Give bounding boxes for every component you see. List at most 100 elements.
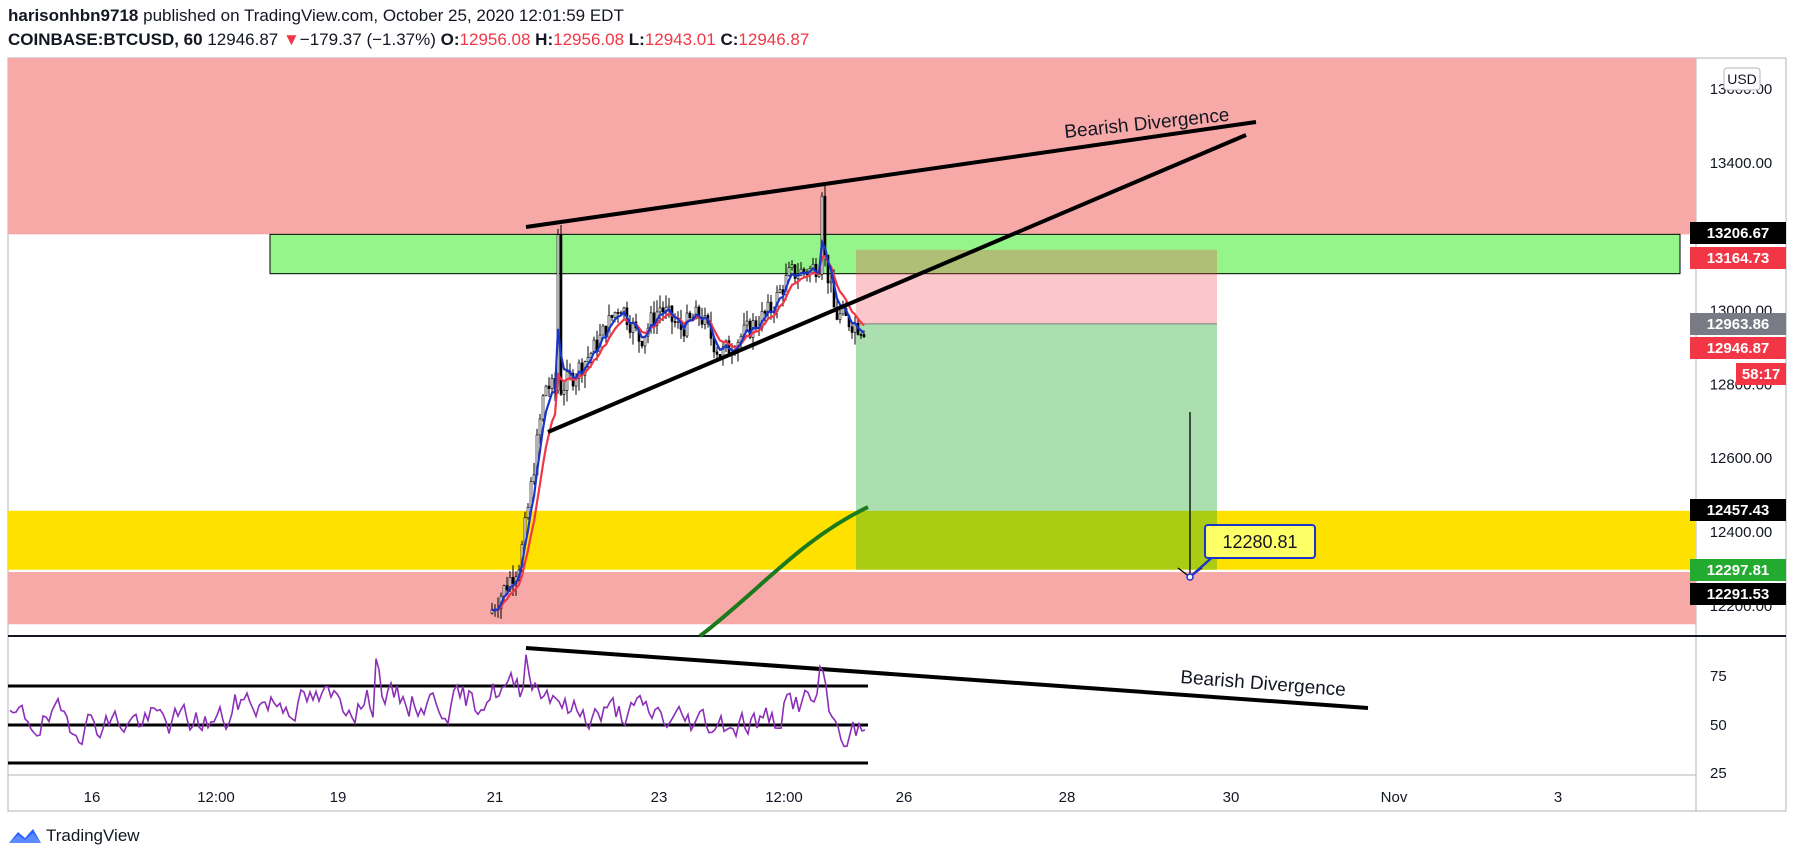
candle-body (541, 395, 545, 420)
price-tick-label: 12600.00 (1710, 450, 1773, 467)
candle-body (754, 320, 758, 329)
price-tag-label: 12457.43 (1707, 502, 1770, 519)
publish-details: published on TradingView.com, October 25… (143, 6, 624, 25)
price-tag-label: 58:17 (1742, 366, 1780, 383)
rsi-tick-label: 75 (1710, 668, 1727, 685)
candle-body (628, 324, 632, 333)
candle-body (556, 234, 560, 391)
symbol-label[interactable]: COINBASE:BTCUSD, 60 (8, 30, 203, 49)
candle-body (658, 307, 662, 313)
price-tag-label: 12297.81 (1707, 562, 1770, 579)
high-label: H: (535, 30, 554, 49)
tradingview-brand: TradingView (46, 826, 140, 845)
time-tick-label: 19 (330, 789, 347, 806)
close-value: 12946.87 (738, 30, 810, 49)
callout-box (1204, 524, 1316, 559)
rsi-tick-label: 50 (1710, 717, 1727, 734)
candle-body (640, 341, 644, 347)
tradingview-logo[interactable]: TradingView (8, 826, 140, 846)
candle-body (763, 310, 767, 314)
publisher-name[interactable]: harisonhbn9718 (8, 6, 139, 25)
candle-body (793, 264, 797, 279)
time-tick-label: 28 (1059, 789, 1076, 806)
moving-averages (491, 238, 869, 638)
candle-body (820, 195, 824, 275)
price-tag: 12297.81 (1690, 559, 1786, 581)
candle-body (838, 313, 842, 320)
price-tag-label: 13164.73 (1707, 250, 1770, 267)
time-tick-label: 23 (651, 789, 668, 806)
price-tag: 13164.73 (1690, 247, 1786, 269)
position-stop-area (856, 249, 1217, 324)
change-arrow-icon: ▼ (282, 30, 300, 49)
candle-body (745, 320, 749, 326)
price-tag-label: 12963.86 (1707, 316, 1770, 333)
time-tick-label: Nov (1381, 789, 1408, 806)
trend-lines[interactable] (525, 120, 1369, 710)
tradingview-logo-icon (9, 829, 41, 843)
price-tag: 58:17 (1736, 363, 1786, 385)
price-tick-label: 13400.00 (1710, 155, 1773, 172)
trendline-rsi (525, 646, 1369, 710)
last-price: 12946.87 (207, 30, 279, 49)
price-axis[interactable]: 13600.0013400.0013000.0012800.0012600.00… (1710, 81, 1773, 782)
price-tick-label: 12400.00 (1710, 524, 1773, 541)
candle-body (667, 305, 671, 308)
candle-body (715, 351, 719, 355)
price-tag-label: 13206.67 (1707, 225, 1770, 242)
price-tag-label: 12291.53 (1707, 586, 1770, 603)
price-tag-box (1690, 222, 1786, 244)
rsi-tick-label: 25 (1710, 765, 1727, 782)
price-change: −179.37 (−1.37%) (299, 30, 436, 49)
target-callout[interactable]: 12280.81 (1177, 412, 1316, 581)
close-label: C: (720, 30, 739, 49)
price-tags: 13206.67 13164.73 12963.86 12946.87 58:17 124… (1690, 222, 1786, 605)
candle-body (778, 289, 782, 293)
symbol-legend: COINBASE:BTCUSD, 60 12946.87 ▼−179.37 (−… (8, 30, 809, 50)
rsi-pane (8, 654, 868, 765)
price-tag-box (1690, 247, 1786, 269)
low-value: 12943.01 (644, 30, 716, 49)
time-tick-label: 21 (487, 789, 504, 806)
zone-resistance (8, 58, 1696, 235)
candle-body (610, 315, 614, 318)
price-tag-box (1736, 363, 1786, 385)
candle-body (859, 334, 863, 336)
price-tag: 12457.43 (1690, 499, 1786, 521)
price-tag-box (1690, 313, 1786, 335)
candle-body (790, 264, 794, 268)
price-tag: 12946.87 (1690, 337, 1786, 359)
candle-body (703, 315, 707, 325)
candle-body (613, 312, 617, 318)
zone-support-red (8, 572, 1696, 625)
candle-body (544, 385, 548, 397)
candle-body (559, 234, 563, 395)
time-tick-label: 12:00 (197, 789, 235, 806)
ema-fast-line (491, 238, 865, 612)
candle-body (700, 317, 704, 325)
price-tag: 12963.86 (1690, 313, 1786, 335)
candle-body (586, 357, 590, 363)
usd-badge-label: USD (1727, 71, 1757, 87)
zone-green-box (269, 233, 1681, 275)
candle-body (502, 585, 506, 597)
candle-body (661, 307, 665, 313)
ma-long-line (698, 505, 869, 638)
candle-body (826, 254, 830, 284)
high-value: 12956.08 (553, 30, 625, 49)
candle-body (511, 577, 515, 584)
candle-body (562, 390, 566, 395)
candle-body (550, 377, 554, 389)
time-tick-label: 12:00 (765, 789, 803, 806)
callout-anchor (1186, 573, 1194, 581)
candle-body (532, 474, 536, 482)
short-position-tool[interactable] (856, 249, 1217, 570)
price-tag: 13206.67 (1690, 222, 1786, 244)
time-tick-label: 3 (1554, 789, 1562, 806)
zone-layer (8, 58, 1696, 625)
candle-body (682, 329, 686, 337)
time-axis[interactable]: 16 12:00 19 21 23 12:00 26 28 30 Nov 3 (84, 789, 1563, 806)
low-label: L: (628, 30, 645, 49)
usd-badge[interactable]: USD (1723, 67, 1761, 91)
